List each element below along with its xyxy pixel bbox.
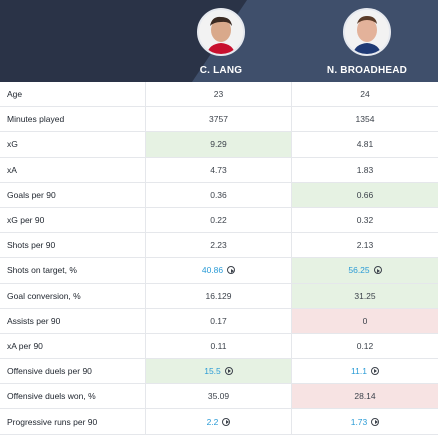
stat-value-text: 0.66 [356,189,374,200]
stat-value-text: 4.81 [356,139,374,150]
stat-value-player2[interactable]: 11.1 [292,359,438,383]
play-video-icon[interactable] [373,266,382,275]
stat-label: xG [0,132,146,157]
stat-row: Goal conversion, % 16.129 31.25 [0,283,438,309]
play-video-icon[interactable] [227,266,236,275]
stat-value-text: 3757 [209,114,228,125]
play-video-icon[interactable] [371,417,380,426]
stat-value-player1[interactable]: 40.86 [146,258,292,283]
stat-value-player1: 2.23 [146,233,292,258]
stat-row: Shots per 90 2.23 2.13 [0,233,438,259]
stat-value-text: 2.13 [356,240,374,251]
stat-row: Minutes played 3757 1354 [0,107,438,133]
stat-value-text: 0 [362,315,368,326]
stat-row: xG per 90 0.22 0.32 [0,207,438,234]
player-column-header-lang[interactable]: C. LANG [146,8,296,76]
play-video-icon[interactable] [370,367,379,376]
stat-value-player2: 0.32 [292,208,438,232]
stat-value-text: 35.09 [207,391,230,402]
stat-value-player2: 1354 [292,107,438,131]
stat-label: xA [0,157,146,182]
stat-label: Offensive duels won, % [0,384,146,409]
stat-value-text: 2.2 [206,416,219,427]
stat-row: Age 23 24 [0,82,438,108]
stat-value-player1: 0.22 [146,207,292,233]
stat-value-text: 1.73 [350,416,368,427]
stat-value-player2: 4.81 [292,132,438,156]
stat-label: xG per 90 [0,207,146,233]
player-avatar [343,8,391,56]
stat-row: Assists per 90 0.17 0 [0,308,438,334]
stat-row: Progressive runs per 90 2.2 1.73 [0,409,438,435]
stat-row: Offensive duels won, % 35.09 28.14 [0,384,438,410]
stat-value-player2[interactable]: 1.73 [292,409,438,433]
stat-value-text: 2.23 [210,240,227,251]
stat-label: Age [0,82,146,107]
stat-value-text: 31.25 [354,290,376,301]
stat-row: xA 4.73 1.83 [0,157,438,183]
stat-label: Goals per 90 [0,182,146,207]
stat-value-player1[interactable]: 2.2 [146,409,292,434]
stat-value-text: 0.11 [210,340,227,351]
stat-value-text: 0.12 [356,340,374,351]
player-name: C. LANG [199,65,243,76]
stat-value-text: 28.14 [354,391,376,402]
stat-label: Shots on target, % [0,258,146,283]
stat-value-player1: 9.29 [146,132,292,157]
player-column-header-broadhead[interactable]: N. BROADHEAD [292,8,438,76]
stat-value-player2: 0 [292,308,438,333]
stat-value-player1: 3757 [146,107,292,132]
stat-value-player2: 0.66 [292,182,438,207]
stat-value-player1: 16.129 [146,283,292,308]
stat-value-text: 11.1 [351,366,367,377]
stat-value-text: 16.129 [205,290,232,301]
stat-value-text: 0.22 [210,215,227,226]
stat-value-player1: 35.09 [146,384,292,409]
stat-value-text: 24 [360,89,370,100]
play-video-icon[interactable] [224,367,233,376]
stat-value-text: 0.32 [356,215,374,226]
stat-value-player2: 1.83 [292,158,438,182]
stat-value-text: 0.36 [210,189,227,200]
stat-value-player1: 0.11 [146,333,292,359]
stat-value-text: 56.25 [348,265,370,276]
stat-label: Assists per 90 [0,308,146,333]
stat-label: Shots per 90 [0,233,146,258]
stat-value-player2: 24 [292,82,438,106]
stat-label: Minutes played [0,107,146,132]
stat-label: Offensive duels per 90 [0,359,146,384]
stat-value-player2: 31.25 [292,283,438,308]
stat-label: Goal conversion, % [0,283,146,308]
stat-value-player2: 2.13 [292,233,438,257]
stat-value-text: 0.17 [210,315,227,326]
comparison-header: C. LANG N. BROADHEAD [0,0,438,82]
player-avatar [197,8,245,56]
stat-value-text: 1.83 [356,164,374,175]
stat-row: Shots on target, % 40.86 56.25 [0,258,438,284]
stat-value-player1: 0.36 [146,182,292,207]
stat-value-player2: 28.14 [292,384,438,409]
stat-value-text: 23 [213,89,224,100]
stat-value-text: 4.73 [210,164,227,175]
stat-value-text: 40.86 [201,265,224,276]
stat-value-player1: 23 [146,82,292,107]
stat-value-player2: 0.12 [292,334,438,358]
play-video-icon[interactable] [222,417,231,426]
stat-label: Progressive runs per 90 [0,409,146,434]
stat-value-text: 15.5 [204,366,221,377]
stat-row: Goals per 90 0.36 0.66 [0,182,438,208]
stat-value-player2[interactable]: 56.25 [292,258,438,283]
stat-value-text: 9.29 [210,139,227,150]
stat-value-text: 1354 [355,114,375,125]
stat-value-player1: 0.17 [146,308,292,333]
stat-label: xA per 90 [0,333,146,359]
stat-row: xA per 90 0.11 0.12 [0,333,438,360]
stat-value-player1: 4.73 [146,157,292,182]
stat-value-player1[interactable]: 15.5 [146,359,292,384]
stat-row: Offensive duels per 90 15.5 11.1 [0,359,438,385]
player-name: N. BROADHEAD [326,65,408,76]
stat-row: xG 9.29 4.81 [0,132,438,158]
stats-table: Age 23 24 Minutes played 3757 1354 xG 9.29 4.81 x… [0,82,438,435]
